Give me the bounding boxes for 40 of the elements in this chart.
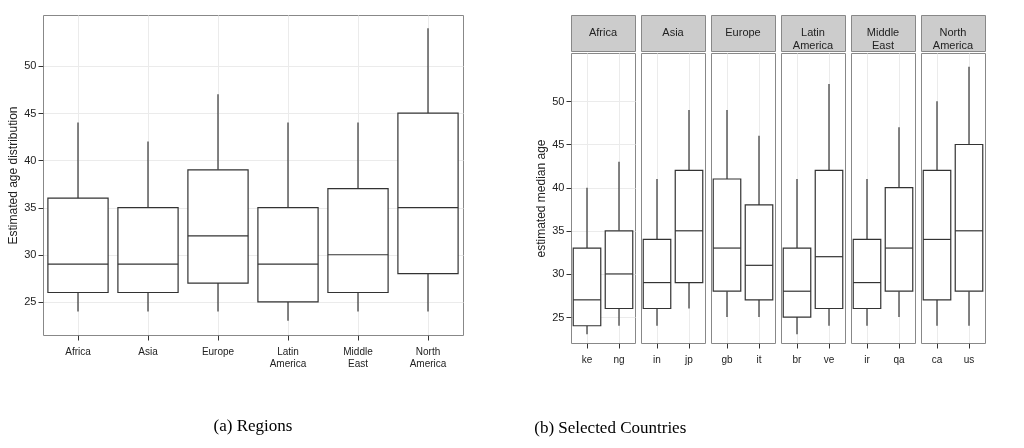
chart-title: Asia bbox=[662, 26, 685, 38]
text: (a) Regions bbox=[213, 416, 293, 435]
x-tick-label: ke bbox=[581, 353, 593, 365]
chart-title: Latin America bbox=[792, 26, 835, 51]
x-tick-label: in bbox=[653, 353, 661, 365]
x-tick-label: ir bbox=[864, 353, 871, 365]
x-tick-label: it bbox=[756, 353, 762, 365]
x-tick-label: br bbox=[792, 353, 803, 365]
x-tick-label: qa bbox=[893, 353, 905, 365]
y-tick-label: 25 bbox=[24, 295, 37, 308]
y-tick-label: 50 bbox=[552, 94, 565, 107]
x-tick-label: us bbox=[963, 353, 975, 365]
x-tick-label: ng bbox=[613, 353, 625, 365]
y-tick-label: 35 bbox=[552, 224, 565, 237]
x-tick-label: Asia bbox=[138, 345, 159, 357]
y-tick-label: 30 bbox=[24, 248, 37, 261]
x-tick-label: ca bbox=[931, 353, 943, 365]
x-tick-label: North America bbox=[409, 345, 447, 369]
chart-title: Africa bbox=[588, 26, 618, 38]
y-tick-label: 30 bbox=[552, 267, 565, 280]
y-tick-label: 45 bbox=[24, 106, 37, 119]
y-tick-label: 45 bbox=[552, 137, 565, 150]
x-tick-label: jp bbox=[684, 353, 694, 365]
x-tick-label: Africa bbox=[65, 345, 92, 357]
y-axis-title: estimated median age bbox=[534, 139, 549, 258]
x-tick-label: ve bbox=[823, 353, 835, 365]
y-tick-label: 50 bbox=[24, 59, 37, 72]
y-axis-title: Estimated age distribution bbox=[6, 106, 21, 245]
y-tick-label: 40 bbox=[552, 181, 565, 194]
chart-title: Middle East bbox=[866, 26, 900, 51]
x-tick-label: Europe bbox=[201, 345, 235, 357]
y-tick-label: 25 bbox=[552, 310, 565, 323]
x-tick-label: Middle East bbox=[343, 345, 374, 369]
x-tick-label: gb bbox=[721, 353, 733, 365]
text: (b) Selected Countries bbox=[534, 417, 687, 437]
chart-title: North America bbox=[932, 26, 975, 51]
y-tick-label: 40 bbox=[24, 153, 37, 166]
y-tick-label: 35 bbox=[24, 201, 37, 214]
x-tick-label: Latin America bbox=[269, 345, 307, 369]
chart-title: Europe bbox=[725, 26, 761, 38]
